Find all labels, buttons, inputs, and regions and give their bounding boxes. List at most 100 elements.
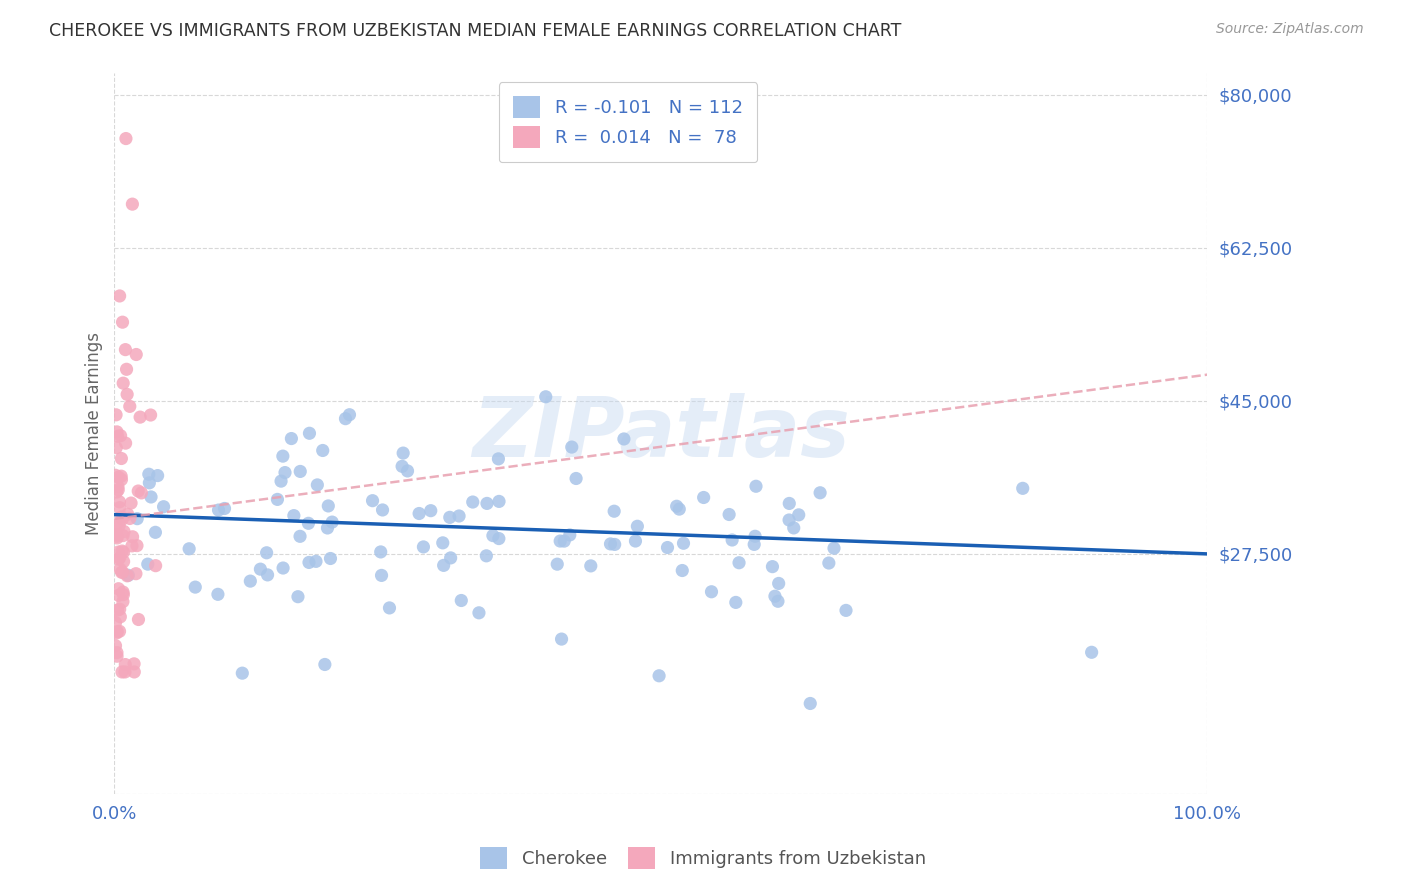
Point [419, 504, 441, 518]
Point [111, 315, 134, 329]
Point [371, 503, 394, 517]
Point [668, 502, 690, 516]
Point [115, 131, 138, 145]
Point [131, 486, 153, 500]
Y-axis label: Median Female Earnings: Median Female Earnings [86, 332, 103, 535]
Point [290, 465, 312, 479]
Point [129, 410, 152, 425]
Point [108, 624, 131, 639]
Point [316, 521, 339, 535]
Point [671, 564, 693, 578]
Point [1011, 481, 1033, 495]
Point [546, 557, 568, 571]
Point [835, 603, 858, 617]
Point [108, 495, 131, 509]
Point [152, 500, 174, 514]
Point [761, 559, 783, 574]
Point [105, 408, 128, 422]
Point [112, 555, 135, 569]
Point [766, 594, 789, 608]
Point [139, 408, 162, 422]
Point [105, 531, 128, 545]
Point [105, 646, 128, 660]
Point [319, 551, 342, 566]
Point [127, 612, 149, 626]
Point [110, 428, 132, 442]
Point [482, 528, 505, 542]
Point [1080, 645, 1102, 659]
Point [818, 556, 841, 570]
Point [657, 541, 679, 555]
Point [548, 534, 571, 549]
Point [108, 551, 131, 566]
Point [432, 536, 454, 550]
Point [808, 485, 831, 500]
Point [745, 479, 768, 493]
Point [108, 518, 131, 533]
Point [439, 510, 461, 524]
Text: Source: ZipAtlas.com: Source: ZipAtlas.com [1216, 22, 1364, 37]
Point [115, 362, 138, 376]
Point [122, 657, 145, 671]
Point [145, 525, 167, 540]
Point [391, 459, 413, 474]
Point [721, 533, 744, 547]
Point [392, 446, 415, 460]
Point [110, 610, 132, 624]
Point [139, 490, 162, 504]
Point [486, 451, 509, 466]
Point [110, 451, 132, 466]
Point [361, 493, 384, 508]
Point [488, 532, 510, 546]
Point [440, 550, 463, 565]
Point [111, 565, 134, 579]
Point [799, 697, 821, 711]
Point [307, 478, 329, 492]
Point [271, 449, 294, 463]
Point [626, 519, 648, 533]
Legend: Cherokee, Immigrants from Uzbekistan: Cherokee, Immigrants from Uzbekistan [471, 838, 935, 879]
Point [120, 496, 142, 510]
Point [763, 589, 786, 603]
Point [565, 471, 588, 485]
Point [744, 529, 766, 543]
Point [378, 601, 401, 615]
Point [112, 588, 135, 602]
Point [121, 539, 143, 553]
Point [125, 347, 148, 361]
Point [184, 580, 207, 594]
Point [207, 503, 229, 517]
Point [768, 576, 790, 591]
Point [298, 426, 321, 441]
Point [283, 508, 305, 523]
Point [823, 541, 845, 556]
Point [114, 665, 136, 679]
Point [111, 512, 134, 526]
Point [108, 562, 131, 576]
Point [534, 390, 557, 404]
Point [648, 669, 671, 683]
Point [115, 569, 138, 583]
Point [112, 585, 135, 599]
Point [287, 590, 309, 604]
Point [127, 511, 149, 525]
Point [105, 425, 128, 439]
Point [207, 587, 229, 601]
Point [117, 568, 139, 582]
Point [112, 376, 135, 391]
Point [138, 467, 160, 482]
Point [104, 518, 127, 533]
Point [408, 507, 430, 521]
Point [122, 665, 145, 679]
Point [107, 480, 129, 494]
Point [105, 626, 128, 640]
Point [599, 537, 621, 551]
Point [665, 500, 688, 514]
Point [114, 657, 136, 672]
Point [412, 540, 434, 554]
Point [603, 537, 626, 551]
Point [107, 588, 129, 602]
Point [145, 558, 167, 573]
Point [107, 545, 129, 559]
Point [728, 556, 751, 570]
